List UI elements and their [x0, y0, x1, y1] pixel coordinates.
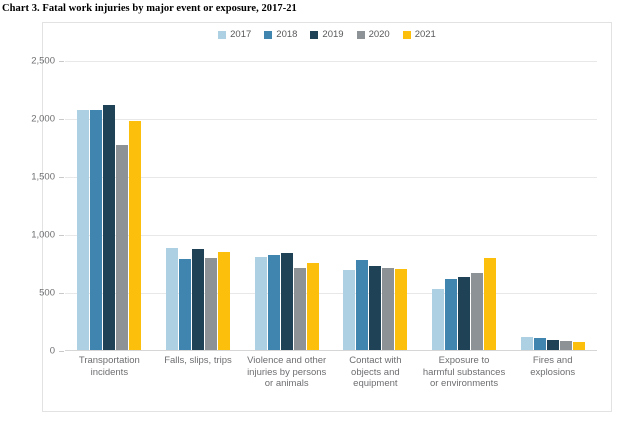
y-axis-tick [59, 293, 64, 294]
gridline [65, 235, 597, 236]
legend-swatch-icon [218, 31, 227, 39]
legend-item-2017[interactable]: 2017 [218, 30, 251, 40]
bar-2017[interactable] [166, 248, 178, 351]
bar-2020[interactable] [205, 257, 217, 351]
y-axis-tick-label: 0 [49, 345, 55, 357]
bar-2019[interactable] [192, 248, 204, 351]
bar-2021[interactable] [395, 269, 408, 351]
bar-2020[interactable] [116, 144, 129, 351]
legend-item-2019[interactable]: 2019 [310, 29, 344, 40]
bar-group [154, 61, 243, 351]
bar-group [331, 61, 420, 351]
x-axis-label: Violence and other injuries by persons o… [247, 355, 327, 389]
bar-2018[interactable] [356, 259, 369, 351]
y-axis-tick-label: 1,000 [31, 229, 55, 241]
bar-2019[interactable] [369, 266, 382, 351]
bar-2020[interactable] [293, 267, 306, 351]
bar-2021[interactable] [484, 258, 497, 351]
chart-panel: 2017 2018 2019 2020 2021 0 500 1,000 1,500 2,000… [31, 22, 612, 412]
legend-item-2018[interactable]: 2018 [264, 30, 297, 40]
y-axis-tick-label: 500 [39, 287, 55, 299]
bar-group [242, 61, 331, 351]
bar-2021[interactable] [306, 262, 319, 351]
page-title: Chart 3. Fatal work injuries by major ev… [2, 3, 297, 14]
x-axis-line [65, 350, 597, 351]
plot-area: 0 500 1,000 1,500 2,000 2,500 [31, 56, 597, 357]
legend-label: 2018 [276, 29, 298, 40]
legend-label: 2020 [368, 29, 390, 40]
bar-2019[interactable] [280, 253, 293, 351]
x-axis-label: Falls, slips, trips [164, 355, 232, 366]
legend-item-2020[interactable]: 2020 [356, 29, 390, 40]
legend-swatch-icon [356, 31, 365, 39]
y-axis-tick [59, 61, 64, 62]
gridline [65, 177, 597, 178]
bar-2018[interactable] [445, 278, 458, 351]
y-axis-tick [59, 177, 64, 178]
bar-2019[interactable] [103, 104, 116, 351]
legend-label: 2019 [322, 29, 344, 40]
gridline [65, 119, 597, 120]
bar-2021[interactable] [572, 341, 585, 351]
y-axis-tick-label: 2,500 [31, 55, 55, 67]
y-axis-tick-label: 2,000 [31, 113, 55, 125]
bar-group [508, 61, 597, 351]
chart-legend: 2017 2018 2019 2020 2021 [43, 30, 611, 40]
bar-2020[interactable] [471, 273, 484, 351]
bar-2017[interactable] [254, 257, 267, 351]
legend-label: 2021 [414, 29, 436, 40]
bar-2020[interactable] [559, 341, 572, 351]
bar-2021[interactable] [218, 252, 230, 351]
bar-groups [65, 61, 597, 351]
x-axis-label: Fires and explosions [530, 355, 576, 378]
bar-2017[interactable] [77, 110, 90, 351]
x-axis-label: Transportation incidents [78, 355, 140, 378]
y-axis-tick-label: 1,500 [31, 171, 55, 183]
gridline [65, 293, 597, 294]
bar-2018[interactable] [179, 259, 191, 351]
bar-2017[interactable] [520, 336, 533, 351]
bar-2020[interactable] [382, 267, 395, 351]
bar-2017[interactable] [432, 289, 445, 351]
legend-swatch-icon [310, 31, 319, 39]
bar-2018[interactable] [267, 254, 280, 351]
bar-2018[interactable] [90, 109, 103, 351]
x-axis-label: Exposure to harmful substances or enviro… [422, 355, 506, 389]
legend-swatch-icon [264, 31, 273, 39]
bar-2019[interactable] [458, 276, 471, 351]
legend-label: 2017 [230, 29, 252, 40]
y-axis-tick [59, 351, 64, 352]
bar-2017[interactable] [343, 270, 356, 351]
bar-2019[interactable] [546, 339, 559, 351]
gridline [65, 61, 597, 62]
y-axis-tick [59, 235, 64, 236]
y-axis-tick [59, 119, 64, 120]
bar-group [65, 61, 154, 351]
legend-item-2021[interactable]: 2021 [402, 29, 436, 40]
legend-swatch-icon [402, 31, 411, 39]
x-axis-label: Contact with objects and equipment [349, 355, 402, 389]
x-axis-labels: Transportation incidents Falls, slips, tr… [65, 355, 597, 390]
bar-2021[interactable] [129, 121, 142, 351]
bar-2018[interactable] [533, 337, 546, 351]
bar-group [420, 61, 509, 351]
